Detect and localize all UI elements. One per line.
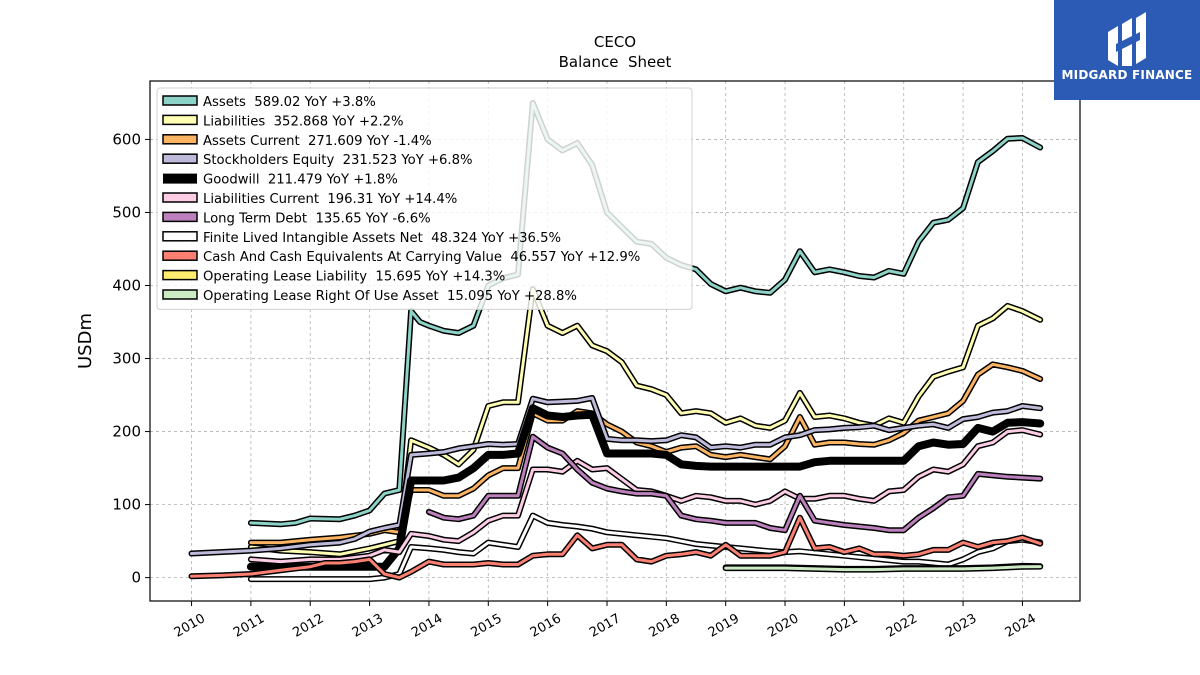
x-tick-label: 2023: [943, 611, 979, 641]
legend-label: Liabilities 352.868 YoY +2.2%: [203, 114, 404, 129]
x-tick-label: 2020: [765, 611, 801, 641]
chart-subtitle: Balance Sheet: [559, 53, 672, 71]
legend-swatch: [163, 173, 197, 184]
logo-text: MIDGARD FINANCE: [1061, 68, 1193, 82]
legend: Assets 589.02 YoY +3.8% Liabilities 352.8…: [156, 87, 693, 310]
y-tick-label: 300: [112, 350, 141, 368]
x-tick-label: 2014: [409, 611, 445, 641]
y-tick-label: 100: [112, 496, 141, 514]
legend-label: Stockholders Equity 231.523 YoY +6.8%: [203, 153, 473, 168]
x-tick-label: 2013: [350, 611, 386, 641]
legend-swatch: [162, 192, 198, 203]
legend-label: Operating Lease Liability 15.695 YoY +14…: [203, 270, 505, 285]
series-line-liabilities: [249, 287, 1042, 556]
x-tick-label: 2015: [468, 611, 504, 641]
series-line-cash-and-cash-equivalents-at-carrying-value: [190, 516, 1042, 580]
x-tick-label: 2022: [884, 611, 920, 641]
x-tick-label: 2018: [647, 611, 683, 641]
legend-swatch: [162, 289, 198, 300]
legend-label: Long Term Debt 135.65 YoY -6.6%: [203, 211, 431, 226]
x-tick-label: 2010: [172, 611, 208, 641]
y-tick-label: 500: [112, 203, 141, 221]
legend-label: Assets Current 271.609 YoY -1.4%: [203, 134, 432, 149]
x-tick-label: 2016: [528, 611, 564, 641]
legend-label: Goodwill 211.479 YoY +1.8%: [203, 173, 398, 188]
x-tick-label: 2019: [706, 611, 742, 641]
y-tick-label: 400: [112, 276, 141, 294]
legend-swatch: [162, 269, 198, 281]
x-tick-label: 2012: [290, 611, 326, 641]
legend-label: Assets 589.02 YoY +3.8%: [203, 95, 376, 110]
y-axis-label: USDm: [75, 313, 96, 369]
series-line-stockholders-equity: [190, 396, 1042, 555]
legend-label: Liabilities Current 196.31 YoY +14.4%: [203, 192, 457, 207]
x-tick-label: 2017: [587, 611, 623, 641]
legend-swatch: [162, 95, 198, 106]
series-line-goodwill: [246, 404, 1045, 571]
x-tick-label: 2011: [231, 611, 267, 641]
x-tick-label: 2021: [825, 611, 861, 641]
legend-swatch: [162, 211, 198, 223]
series-line-liabilities-current: [249, 428, 1042, 564]
x-tick-label: 2024: [1003, 611, 1039, 641]
series-line-operating-lease-right-of-use-asset: [724, 565, 1042, 572]
y-tick-label: 200: [112, 423, 141, 441]
chart-title: CECO: [594, 33, 636, 51]
plot-frame: [149, 80, 1081, 602]
legend-swatch: [162, 134, 198, 145]
midgard-logo-icon: [1108, 12, 1146, 66]
legend-label: Finite Lived Intangible Assets Net 48.32…: [203, 231, 561, 246]
series-line-assets-current: [249, 362, 1042, 545]
series-line-finite-lived-intangible-assets-net: [249, 514, 1042, 581]
legend-swatch: [162, 114, 198, 126]
y-tick-label: 600: [112, 130, 141, 148]
legend-swatch: [162, 231, 198, 242]
legend-label: Operating Lease Right Of Use Asset 15.09…: [203, 289, 577, 304]
legend-label: Cash And Cash Equivalents At Carrying Va…: [203, 250, 640, 265]
legend-swatch: [162, 153, 198, 164]
midgard-finance-logo: MIDGARD FINANCE: [1054, 0, 1200, 100]
y-tick-label: 0: [131, 569, 141, 587]
legend-box: [156, 87, 693, 310]
legend-swatch: [162, 250, 198, 261]
series-line-long-term-debt: [427, 435, 1042, 532]
